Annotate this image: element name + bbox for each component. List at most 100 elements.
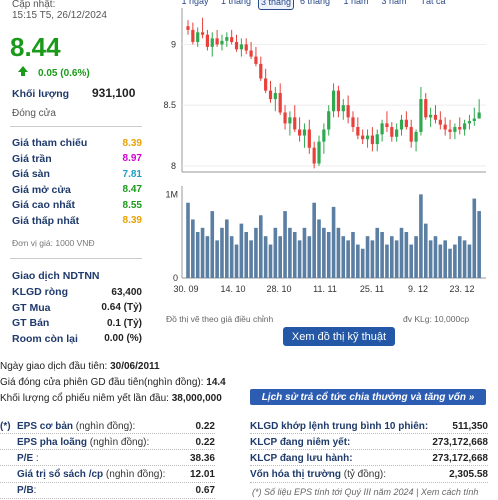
tab-period[interactable]: 3 năm xyxy=(381,0,407,6)
first-price-label: Giá đóng cửa phiên GD đầu tiên(nghìn đồn… xyxy=(0,377,204,388)
candle-body xyxy=(341,105,345,112)
row-label: EPS pha loãng xyxy=(17,436,88,448)
candle-body xyxy=(409,127,413,142)
candle-body xyxy=(472,118,476,121)
volume-bar xyxy=(239,223,244,278)
price-row: Giá mở cửa 8.47 xyxy=(12,183,142,197)
volume-bar xyxy=(351,232,355,278)
view-technical-chart-button[interactable]: Xem đồ thị kỹ thuật xyxy=(283,327,395,346)
row-unit: (nghìn đồng): xyxy=(103,469,166,481)
row-value: 12.01 xyxy=(189,469,215,481)
foreign-row: GT Mua 0.64 (Tỷ) xyxy=(12,301,142,315)
first-trade-value: 30/06/2011 xyxy=(110,361,160,372)
unit-note: Đơn vị giá: 1000 VNĐ xyxy=(12,238,95,248)
tab-period[interactable]: 3 tháng xyxy=(258,0,294,10)
volume-bar xyxy=(210,211,215,278)
dividend-history-link[interactable]: Lịch sử trả cổ tức chia thưởng và tăng v… xyxy=(250,389,486,405)
candle-body xyxy=(259,63,263,79)
volume-bar xyxy=(326,232,331,278)
fundamental-row: Vốn hóa thị trường (tỷ đồng): 2,305.58 xyxy=(250,468,488,482)
foreign-trade-title: Giao dịch NDTNN xyxy=(12,270,100,282)
price-row-label: Giá cao nhất xyxy=(12,199,76,211)
volume-bar xyxy=(229,236,234,278)
volume-bar xyxy=(331,206,336,278)
row-label: Giá trị sổ sách /cp xyxy=(17,469,104,481)
volume-bar xyxy=(346,240,350,278)
volume-bar xyxy=(438,244,443,278)
candle-body xyxy=(414,131,418,142)
volume-bar xyxy=(428,240,433,278)
volume-bar xyxy=(404,232,409,278)
candle-body xyxy=(283,112,287,124)
row-label: KLGD khớp lệnh trung bình 10 phiên: xyxy=(250,420,429,432)
fundamental-row: KLCP đang niêm yết: 273,172,668 xyxy=(250,435,488,449)
x-tick-label: 25. 11 xyxy=(360,284,384,294)
price-row-value: 8.47 xyxy=(122,184,142,195)
volume-bar xyxy=(297,240,302,278)
volume-bar xyxy=(307,236,312,278)
volume-bar xyxy=(399,227,404,278)
candle-body xyxy=(477,112,481,119)
price-row-value: 7.81 xyxy=(122,168,142,180)
price-row: Giá tham chiếu 8.39 xyxy=(12,136,142,150)
row-value: 0.67 xyxy=(195,485,215,497)
candle-body xyxy=(458,127,462,130)
foreign-row: KLGD ròng 63,400 xyxy=(12,285,142,299)
x-tick-label: 30. 09 xyxy=(173,284,198,294)
x-tick-label: 23. 12 xyxy=(449,284,474,294)
volume-bar xyxy=(322,227,326,278)
foreign-row-label: KLGD ròng xyxy=(12,286,68,298)
candle-body xyxy=(448,129,452,132)
volume-bar xyxy=(254,227,258,278)
price-row: Giá sàn 7.81 xyxy=(12,167,142,181)
volume-bar xyxy=(409,244,414,278)
tab-period[interactable]: Tất cả xyxy=(420,0,446,6)
candle-body xyxy=(215,38,219,45)
volume-bar xyxy=(249,240,253,278)
candle-body xyxy=(244,44,248,51)
volume-bar xyxy=(220,227,224,278)
candle-body xyxy=(273,93,277,100)
candle-body xyxy=(433,114,438,120)
row-unit: (nghìn đồng): xyxy=(73,420,136,432)
volume-bar xyxy=(200,227,205,278)
candle-body xyxy=(200,32,205,35)
fundamental-row: (*) EPS cơ bản (nghìn đồng): 0.22 xyxy=(0,419,215,433)
fundamental-row: KLGD khớp lệnh trung bình 10 phiên: 511,3… xyxy=(250,419,488,433)
candle-body xyxy=(438,119,442,125)
tab-period[interactable]: 1 ngày xyxy=(181,0,209,6)
row-unit: : xyxy=(33,485,37,497)
y-tick-label: 9 xyxy=(171,39,176,49)
first-trade-line: Ngày giao dịch đầu tiên: 30/06/2011 xyxy=(0,361,160,372)
candle-body xyxy=(268,90,273,100)
volume-bar xyxy=(283,211,287,278)
candle-body xyxy=(293,117,297,130)
volume-value: 931,100 xyxy=(92,86,136,100)
candle-body xyxy=(395,129,399,137)
candle-body xyxy=(230,37,234,43)
candle-body xyxy=(361,135,365,140)
candle-body xyxy=(351,117,355,128)
volume-bar xyxy=(278,236,282,278)
volume-bar xyxy=(195,232,200,278)
tab-period[interactable]: 1 năm xyxy=(343,0,369,6)
market-status: Đóng cửa xyxy=(12,108,56,119)
tab-period[interactable]: 6 tháng xyxy=(299,0,331,6)
volume-bar xyxy=(341,236,346,278)
volume-bar xyxy=(477,211,481,278)
tab-period[interactable]: 1 tháng xyxy=(220,0,252,6)
x-tick-label: 28. 10 xyxy=(266,284,291,294)
foreign-row-value: 63,400 xyxy=(111,286,142,298)
fundamental-row: Giá trị sổ sách /cp (nghìn đồng): 12.01 xyxy=(0,468,215,482)
x-tick-label: 9. 12 xyxy=(408,284,428,294)
candle-body xyxy=(336,90,341,112)
candle-body xyxy=(462,123,467,130)
volume-bar xyxy=(443,240,447,278)
price-change: 0.05 (0.6%) xyxy=(38,68,90,79)
volume-bar xyxy=(453,244,457,278)
candle-body xyxy=(288,117,292,124)
candle-body xyxy=(346,105,350,118)
candle-body xyxy=(385,123,389,128)
row-value: 2,305.58 xyxy=(449,469,488,481)
candle-body xyxy=(399,119,404,130)
